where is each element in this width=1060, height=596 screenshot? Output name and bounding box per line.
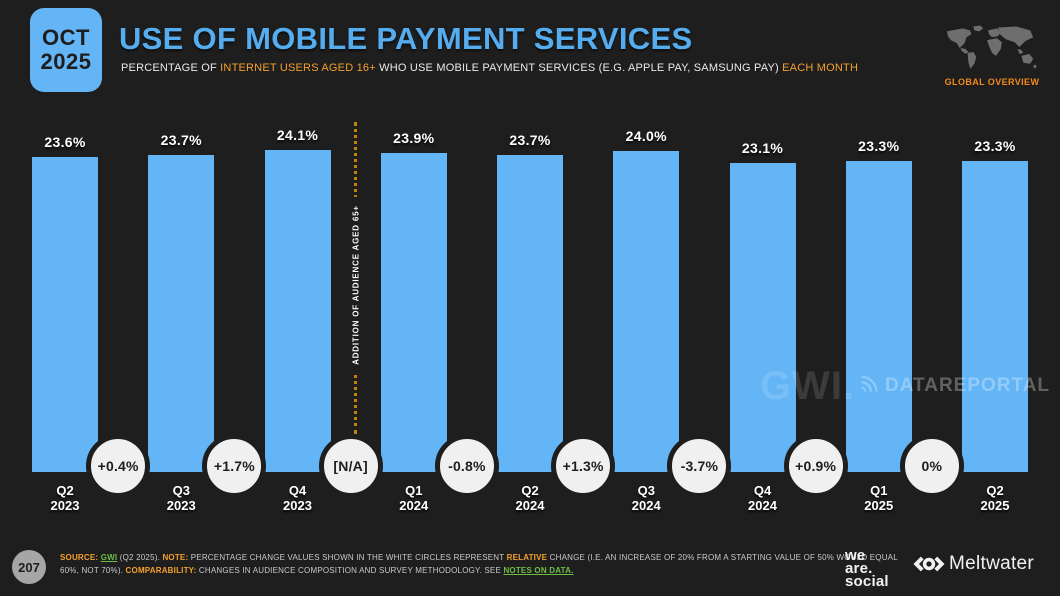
bar (148, 155, 215, 472)
note-text-tail: CHANGE (I.E. AN INCREASE OF 20% FROM A S… (547, 553, 898, 562)
bar-value-label: 23.6% (44, 134, 86, 150)
comparability-text: CHANGES IN AUDIENCE COMPOSITION AND SURV… (196, 566, 504, 575)
subtitle-text: WHO USE MOBILE PAYMENT SERVICES (E.G. AP… (375, 62, 783, 74)
bar (32, 157, 98, 472)
x-axis-label: Q3 2024 (631, 483, 661, 513)
bar (264, 150, 331, 472)
bar-value-label: 23.3% (974, 138, 1016, 154)
x-axis-label: Q1 2024 (399, 483, 429, 513)
bar-value-label: 24.0% (625, 128, 667, 144)
x-axis-label: Q4 2023 (283, 483, 312, 513)
bar-value-label: 23.7% (509, 132, 551, 148)
region-label: GLOBAL OVERVIEW (944, 77, 1040, 87)
datareportal-watermark-text: DATAREPORTAL (885, 375, 1051, 396)
bar-value-label: 23.7% (160, 132, 202, 148)
gwi-link[interactable]: GWI (100, 553, 118, 562)
note-text: PERCENTAGE CHANGE VALUES SHOWN IN THE WH… (188, 553, 507, 562)
x-axis-label: Q2 2024 (515, 483, 545, 513)
date-month: OCT (42, 25, 90, 50)
bar-value-label: 23.1% (741, 140, 784, 156)
change-circle: +1.7% (202, 434, 267, 498)
bar-value-label: 23.9% (393, 130, 435, 146)
datareportal-logo-icon (861, 375, 878, 392)
bar (613, 151, 680, 472)
comparability-label: COMPARABILITY: (125, 566, 197, 575)
subtitle-text: PERCENTAGE OF (121, 62, 221, 74)
datareportal-watermark: DATAREPORTAL (858, 375, 1050, 397)
audience-change-annotation: ADDITION OF AUDIENCE AGED 65+ (348, 197, 364, 373)
gwi-watermark: GWI. (760, 364, 856, 408)
change-circle: +0.4% (86, 434, 151, 498)
page-subtitle: PERCENTAGE OF INTERNET USERS AGED 16+ WH… (121, 62, 858, 74)
x-axis-label: Q2 2023 (50, 483, 80, 513)
date-year: 2025 (40, 49, 92, 74)
page-number-badge: 207 (12, 550, 46, 584)
world-map-icon (943, 24, 1041, 74)
x-axis-label: Q1 2025 (864, 483, 894, 513)
meltwater-logo-text: Meltwater (949, 553, 1035, 574)
page-number: 207 (18, 559, 40, 575)
change-circle: [N/A] (318, 434, 383, 498)
x-axis-label: Q2 2025 (980, 483, 1010, 513)
change-circle: 0% (899, 434, 964, 498)
bar (380, 153, 447, 472)
we-are-social-line: are. (845, 560, 873, 577)
source-text: (Q2 2025). (117, 553, 163, 562)
change-circle: +0.9% (783, 434, 848, 498)
note-label: NOTE: (162, 553, 189, 562)
bar (845, 161, 912, 472)
we-are-social-line: social (845, 573, 889, 590)
note-highlight: RELATIVE (506, 553, 548, 562)
bar-value-label: 23.3% (858, 138, 900, 154)
we-are-social-line: we (845, 547, 866, 564)
page-title: USE OF MOBILE PAYMENT SERVICES (119, 21, 693, 56)
source-label: SOURCE: (60, 553, 99, 562)
bar (962, 161, 1028, 472)
bar-value-label: 24.1% (276, 127, 319, 143)
notes-on-data-link[interactable]: NOTES ON DATA. (503, 566, 574, 575)
bar (497, 155, 563, 472)
x-axis-label: Q4 2024 (748, 483, 777, 513)
meltwater-logo: Meltwater (912, 553, 1034, 575)
change-circle: -3.7% (667, 434, 732, 498)
subtitle-highlight: EACH MONTH (782, 62, 859, 74)
subtitle-highlight: INTERNET USERS AGED 16+ (220, 62, 376, 74)
source-note-line2: 60%, NOT 70%). COMPARABILITY: CHANGES IN… (60, 564, 850, 577)
date-badge: OCT 2025 (30, 8, 102, 92)
we-are-social-logo: we are. social (845, 547, 889, 590)
change-circle: +1.3% (551, 434, 616, 498)
source-note: SOURCE: GWI (Q2 2025). NOTE: PERCENTAGE … (60, 551, 898, 577)
meltwater-logo-icon (913, 556, 945, 572)
source-note-line1: SOURCE: GWI (Q2 2025). NOTE: PERCENTAGE … (60, 551, 898, 564)
note-text-head: 60%, NOT 70%). (60, 566, 126, 575)
change-circle: -0.8% (434, 434, 499, 498)
bar (729, 163, 796, 472)
x-axis-label: Q3 2023 (166, 483, 196, 513)
